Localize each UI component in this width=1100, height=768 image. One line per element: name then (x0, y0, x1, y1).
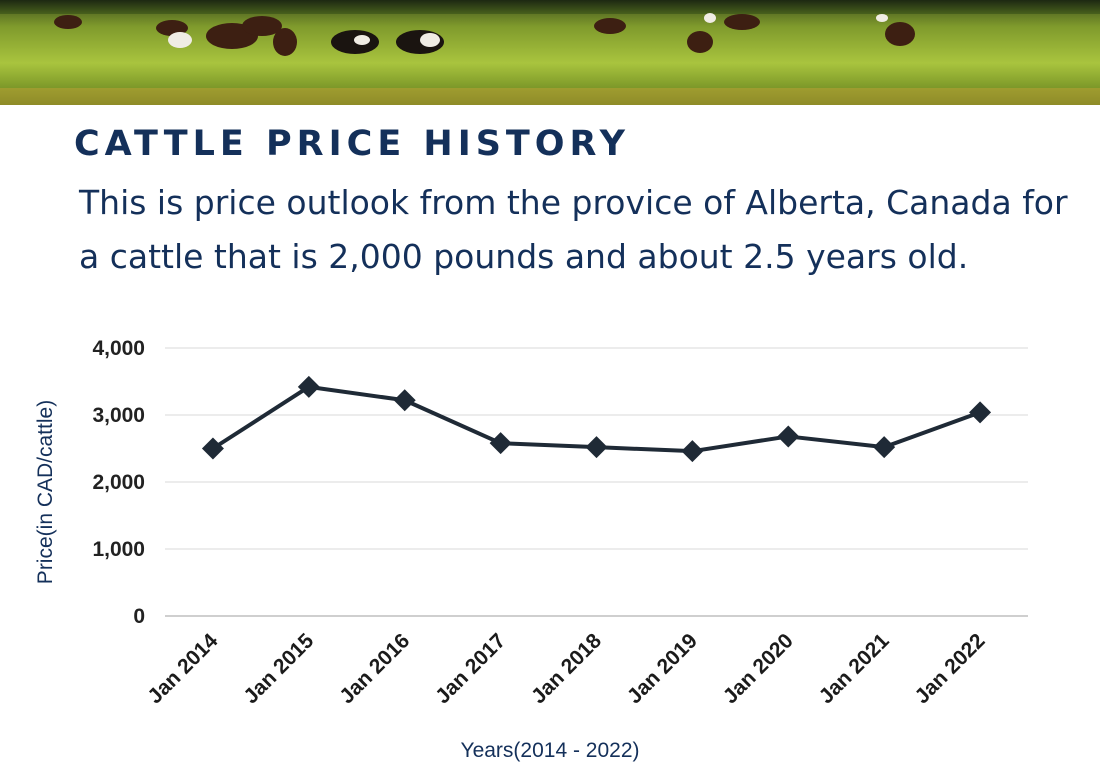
y-tick-label: 3,000 (92, 404, 145, 427)
data-point-marker (873, 436, 896, 459)
y-tick-label: 4,000 (92, 337, 145, 360)
y-tick-label: 1,000 (92, 538, 145, 561)
data-point-marker (393, 389, 416, 412)
x-tick-label: Jan 2018 (527, 629, 606, 708)
x-tick-label: Jan 2019 (623, 629, 702, 708)
banner-image (0, 0, 1100, 105)
x-tick-label: Jan 2015 (239, 629, 318, 708)
data-point-marker (201, 437, 224, 460)
data-point-marker (681, 440, 704, 463)
y-tick-label: 2,000 (92, 471, 145, 494)
y-axis-title: Price(in CAD/cattle) (34, 400, 57, 584)
y-axis-ticks: 0 1,000 2,000 3,000 4,000 (92, 337, 145, 628)
page-title: CATTLE PRICE HISTORY (74, 124, 630, 164)
data-point-marker (489, 432, 512, 455)
chart-description: This is price outlook from the provice o… (79, 183, 1068, 276)
price-line-chart: 0 1,000 2,000 3,000 4,000 Jan 2014 Jan 2015 Ja… (0, 330, 1100, 768)
x-tick-label: Jan 2016 (335, 629, 414, 708)
data-point-marker (969, 401, 992, 424)
x-tick-label: Jan 2020 (719, 629, 798, 708)
y-tick-label: 0 (133, 605, 145, 628)
price-series (201, 375, 992, 463)
x-tick-label: Jan 2014 (143, 629, 222, 708)
x-tick-label: Jan 2022 (911, 629, 990, 708)
data-point-marker (585, 436, 608, 459)
x-axis-title: Years(2014 - 2022) (460, 739, 639, 762)
x-axis-ticks: Jan 2014 Jan 2015 Jan 2016 Jan 2017 Jan 2018… (143, 629, 989, 708)
data-point-marker (297, 375, 320, 398)
x-tick-label: Jan 2017 (431, 629, 510, 708)
gridlines (165, 347, 1028, 617)
x-tick-label: Jan 2021 (815, 629, 894, 708)
data-point-marker (777, 425, 800, 448)
